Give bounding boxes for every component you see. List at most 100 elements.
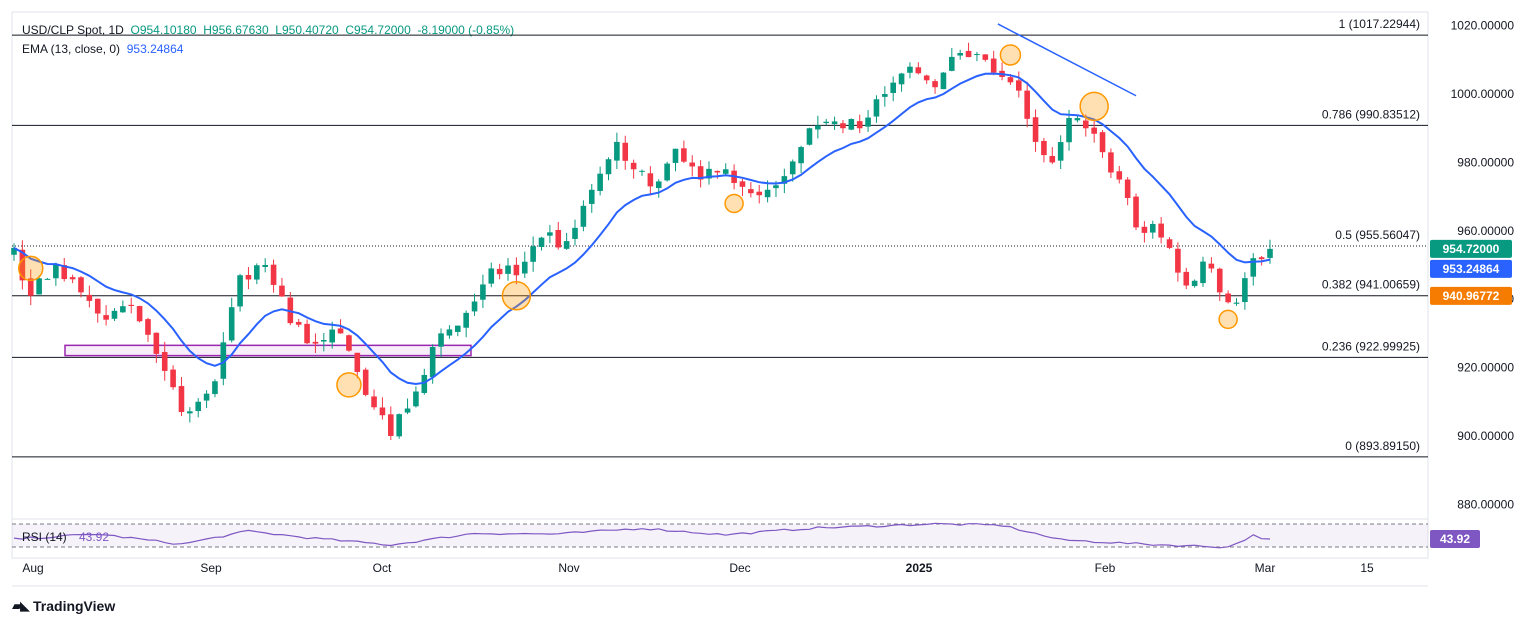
high-value: H956.67630 [203,23,269,37]
brand-logo: ▰◣ TradingView [12,598,115,614]
fib-level-label: 0.382 (941.00659) [1322,278,1420,292]
open-value: O954.10180 [130,23,197,37]
candle-body [187,411,193,414]
candle-body [697,166,704,180]
swing-point-marker [1079,91,1109,122]
candle-body [789,161,796,175]
candle-body [254,265,260,280]
candle-body [103,315,109,320]
candle-body [1007,77,1014,83]
candle-body [237,275,243,307]
candle-body [480,284,486,300]
candle-body [19,249,26,281]
candle-body [404,408,411,413]
candle-body [195,401,202,411]
y-axis-tick-label: 1020.00000 [1451,19,1515,33]
candle-body [321,339,327,342]
price-badge-label: 954.72000 [1443,242,1500,256]
candle-body [873,99,880,117]
candle-body [572,227,578,239]
y-axis-tick-label: 920.00000 [1457,361,1514,375]
candle-body [965,50,972,58]
candle-body [1191,280,1198,287]
rsi-line [13,522,1271,549]
candle-body [848,119,855,130]
candle-body [379,407,386,416]
candle-body [1108,152,1114,173]
candle-body [1124,179,1131,199]
candle-body [1024,90,1030,119]
price-badge [1430,286,1512,305]
candle-body [27,278,34,296]
candle-body [136,306,143,322]
rsi-badge [1430,530,1480,548]
ema-value: 953.24864 [126,42,184,56]
candle-body [681,148,687,162]
x-axis-tick-label: 2025 [906,561,933,575]
candle-body [588,189,595,204]
candle-body [153,332,160,354]
candle-body [421,374,428,393]
swing-point-marker [724,193,744,214]
candle-body [815,125,821,130]
candle-body [178,386,185,413]
swing-point-marker [336,372,362,398]
candle-body [446,329,453,336]
x-axis-tick-label: Mar [1255,561,1276,575]
swing-point-marker [1218,309,1238,330]
candle-body [362,369,369,395]
candle-body [312,341,319,344]
swing-point-marker [17,255,44,282]
candle-body [438,333,444,347]
plot-frame [11,11,1429,559]
candle-body [304,323,310,344]
candle-body [1091,127,1097,134]
candle-body [1066,117,1072,143]
x-axis-tick-label: Aug [22,561,43,575]
candle-body [1032,117,1039,142]
price-badge-label: 940.96772 [1443,289,1500,303]
candle-body [1149,223,1156,233]
candle-body [1216,268,1223,293]
candle-body [505,265,511,274]
candle-body [831,121,838,125]
candle-body [471,301,478,312]
fib-level-label: 0.236 (922.99925) [1322,339,1420,353]
x-axis-tick-label: Feb [1095,561,1116,575]
candle-body [270,264,277,285]
y-axis-tick-label: 1000.00000 [1451,87,1515,101]
candle-body [1242,278,1248,303]
resistance-trendline [997,23,1137,97]
ema-label: EMA (13, close, 0) [22,42,121,56]
swing-point-marker [999,44,1022,66]
candle-body [1074,118,1081,121]
candle-body [865,117,871,127]
candle-body [1166,239,1173,248]
candle-body [203,393,210,401]
candle-body [647,173,654,187]
candle-body [622,142,629,161]
candle-body [614,141,620,161]
candle-body [898,73,905,85]
candle-body [739,181,746,187]
candle-body [990,58,997,73]
candle-body [496,268,503,275]
legend-row-ohlc: USD/CLP Spot, 1D O954.10180 H956.67630 L… [22,23,514,37]
candle-body [840,123,846,129]
candle-body [120,306,126,313]
x-axis-tick-label: 15 [1360,561,1374,575]
candle-body [982,54,989,60]
candle-body [630,162,637,170]
candle-body [639,170,645,172]
fib-level-label: 1 (1017.22944) [1339,17,1420,31]
candle-body [798,147,804,164]
candle-body [563,241,570,249]
candle-body [53,265,59,279]
candle-body [1208,263,1215,269]
candle-body [463,312,469,328]
candle-body [78,277,84,293]
candle-body [1099,132,1106,153]
candle-body [1141,226,1148,233]
tradingview-logo-icon: ▰◣ [12,598,30,613]
